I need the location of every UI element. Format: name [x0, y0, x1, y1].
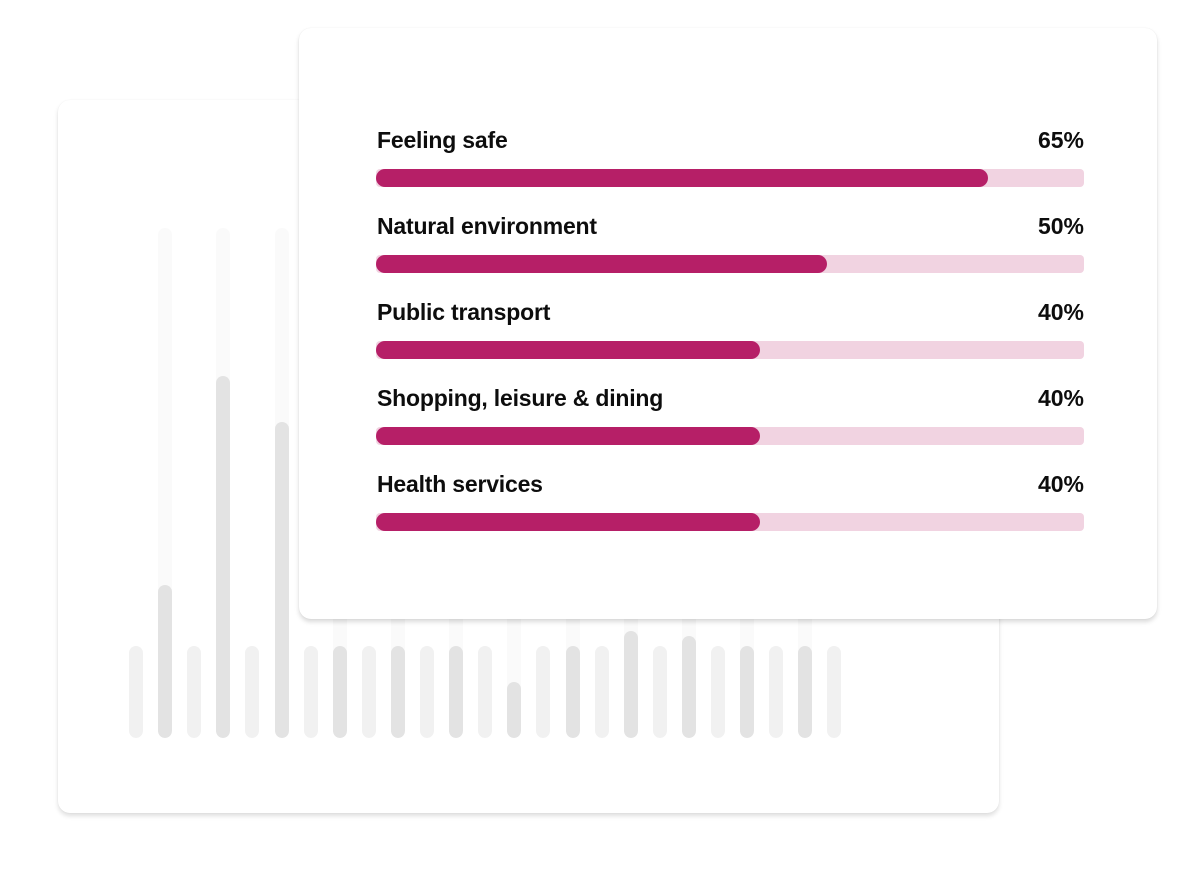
- background-bar-fill: [449, 646, 464, 738]
- background-bar-fill: [740, 646, 755, 738]
- background-bar-fill: [827, 646, 842, 738]
- background-bar-fill: [652, 646, 667, 738]
- background-bar-fill: [769, 646, 784, 738]
- background-bar: [769, 228, 784, 738]
- background-bar-fill: [507, 681, 522, 738]
- background-bar-fill: [420, 646, 434, 738]
- background-bar: [478, 228, 493, 738]
- background-bar-fill: [274, 421, 289, 738]
- metrics-card: Feeling safe 65% Natural environment 50%…: [299, 28, 1157, 619]
- metric-row-health-services: Health services 40%: [376, 471, 1084, 541]
- metric-label: Natural environment: [377, 213, 597, 239]
- background-bar: [827, 228, 842, 738]
- metric-label: Feeling safe: [377, 127, 508, 153]
- background-bar: [420, 228, 434, 738]
- metric-label: Shopping, leisure & dining: [377, 385, 664, 411]
- background-bar: [158, 228, 173, 738]
- metric-row-natural-environment: Natural environment 50%: [376, 213, 1084, 283]
- background-bar-fill: [711, 646, 725, 738]
- background-bar: [711, 228, 725, 738]
- progress-fill: [376, 255, 827, 273]
- background-bar-fill: [361, 646, 376, 738]
- background-bar-fill: [478, 646, 493, 738]
- background-bar-fill: [245, 646, 260, 738]
- background-bar-fill: [681, 636, 696, 738]
- background-bar: [274, 228, 289, 738]
- metric-label: Public transport: [377, 299, 551, 325]
- background-bar: [303, 228, 318, 738]
- progress-fill: [376, 513, 760, 531]
- progress-track: [376, 169, 1084, 187]
- progress-fill: [376, 169, 989, 187]
- metric-label: Health services: [377, 471, 543, 497]
- background-bar: [216, 228, 231, 738]
- metric-row-shopping-leisure-dining: Shopping, leisure & dining 40%: [376, 385, 1084, 455]
- background-bar-fill: [303, 646, 318, 738]
- background-bar: [361, 228, 376, 738]
- progress-fill: [376, 341, 760, 359]
- metric-percentage: 40%: [1037, 299, 1084, 325]
- metric-percentage: 65%: [1037, 127, 1084, 153]
- background-bar-fill: [390, 646, 405, 738]
- background-bar-fill: [216, 375, 231, 738]
- progress-track: [376, 255, 1084, 273]
- metric-percentage: 40%: [1037, 471, 1084, 497]
- background-bar: [652, 228, 667, 738]
- metric-percentage: 40%: [1037, 385, 1084, 411]
- progress-track: [376, 513, 1084, 531]
- metric-row-public-transport: Public transport 40%: [376, 299, 1084, 369]
- background-bar-fill: [332, 646, 347, 738]
- background-bar-fill: [158, 585, 173, 738]
- background-bar-fill: [594, 646, 609, 738]
- background-bar: [187, 228, 202, 738]
- background-bar-fill: [565, 646, 580, 738]
- background-bar: [536, 228, 551, 738]
- metric-row-feeling-safe: Feeling safe 65%: [376, 127, 1084, 197]
- background-bar-fill: [129, 646, 143, 738]
- background-bar-fill: [798, 646, 813, 738]
- background-bar: [129, 228, 143, 738]
- background-bar-fill: [536, 646, 551, 738]
- metric-percentage: 50%: [1037, 213, 1084, 239]
- background-bar: [594, 228, 609, 738]
- background-bar-fill: [187, 646, 202, 738]
- progress-track: [376, 427, 1084, 445]
- progress-fill: [376, 427, 760, 445]
- background-bar-fill: [623, 630, 638, 738]
- progress-track: [376, 341, 1084, 359]
- background-bar: [245, 228, 260, 738]
